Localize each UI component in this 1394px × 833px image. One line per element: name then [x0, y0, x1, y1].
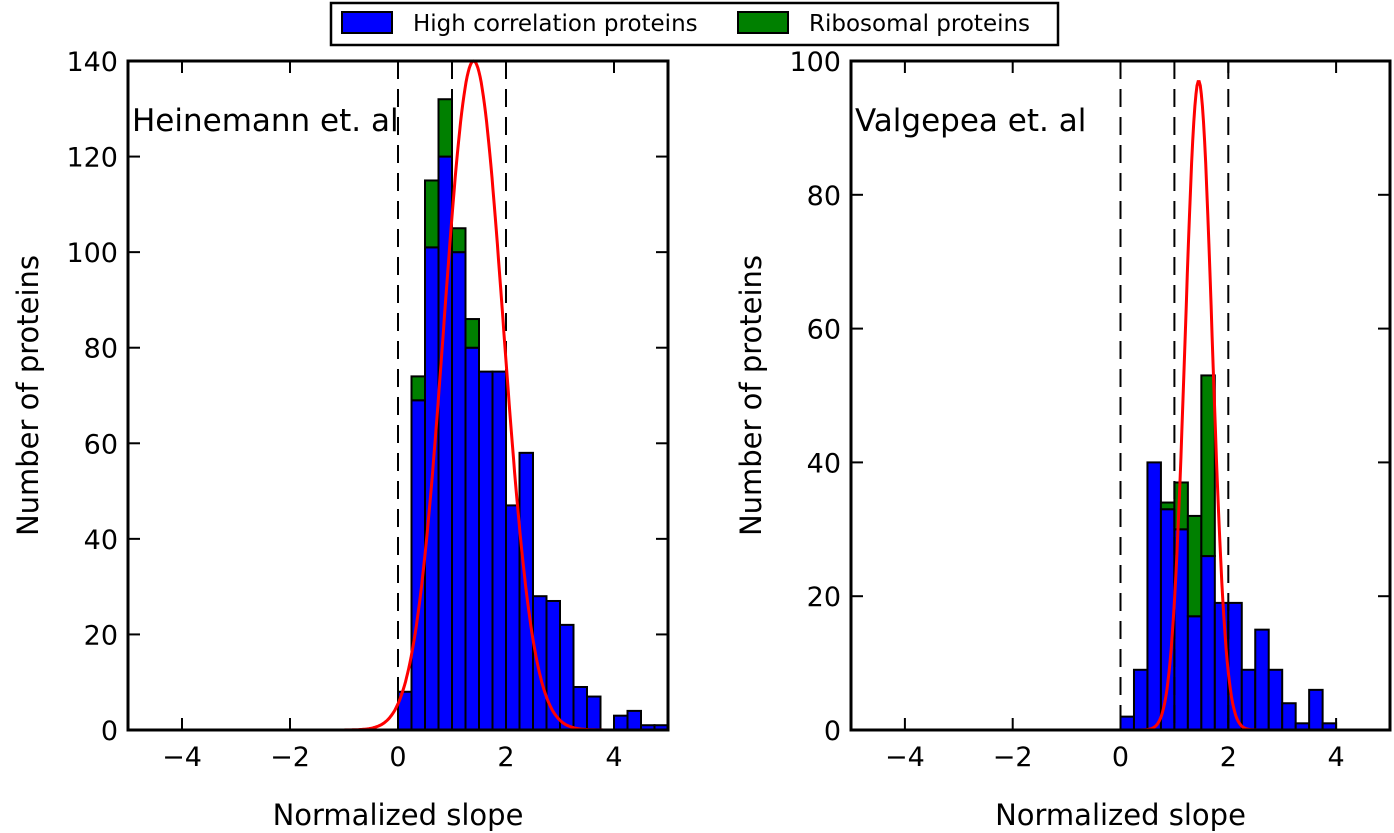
left-y-tick-label: 140 [66, 47, 118, 78]
left-x-tick-label: 4 [605, 742, 622, 773]
left-y-tick-label: 60 [84, 429, 118, 460]
left-bar-high-correlation [505, 504, 521, 731]
left-panel-annotation: Heinemann et. al [132, 103, 399, 139]
right-y-tick-label: 40 [807, 448, 841, 479]
right-bar-high-correlation [1240, 668, 1257, 731]
right-bar-ribosomal [1159, 501, 1176, 511]
left-y-tick-label: 20 [84, 620, 118, 651]
left-bar-high-correlation [491, 370, 507, 731]
left-bar-ribosomal [451, 227, 467, 254]
right-bar-high-correlation [1267, 668, 1284, 731]
left-x-tick-label: −2 [270, 742, 310, 773]
left-y-axis-title: Number of proteins [11, 255, 45, 536]
right-x-tick-label: −4 [885, 742, 925, 773]
left-bar-high-correlation [572, 685, 588, 731]
right-bar-high-correlation [1308, 688, 1324, 731]
left-y-tick-label: 0 [101, 716, 118, 747]
right-bar-high-correlation [1146, 461, 1162, 731]
left-bar-high-correlation [464, 346, 480, 731]
right-x-tick-label: 0 [1112, 742, 1129, 773]
right-x-axis-title: Normalized slope [995, 798, 1246, 832]
left-bar-ribosomal [410, 375, 426, 402]
right-y-tick-label: 100 [789, 47, 841, 78]
left-bar-high-correlation [451, 251, 467, 731]
right-bar-ribosomal [1200, 374, 1216, 558]
left-bar-high-correlation [559, 623, 575, 731]
left-x-tick-label: 2 [497, 742, 514, 773]
legend-swatch-ribosomal [737, 11, 789, 34]
left-bar-high-correlation [613, 714, 629, 732]
left-x-axis-title: Normalized slope [273, 798, 524, 832]
right-y-tick-label: 80 [807, 181, 841, 212]
right-y-tick-label: 60 [807, 315, 841, 346]
left-y-tick-label: 40 [84, 525, 118, 556]
left-x-tick-label: −4 [162, 742, 202, 773]
right-bar-high-correlation [1119, 715, 1135, 731]
legend-label-ribosomal: Ribosomal proteins [809, 11, 1030, 37]
right-y-axis-title: Number of proteins [734, 255, 768, 536]
right-bar-ribosomal [1186, 514, 1203, 618]
right-bar-high-correlation [1132, 668, 1149, 731]
legend: High correlation proteins Ribosomal prot… [329, 1, 1060, 47]
right-bar-high-correlation [1254, 628, 1270, 732]
left-bar-high-correlation [478, 370, 494, 731]
left-bar-ribosomal [437, 98, 453, 158]
left-bar-high-correlation [586, 695, 602, 731]
right-bar-high-correlation [1281, 702, 1297, 731]
right-x-tick-label: −2 [993, 742, 1033, 773]
right-y-tick-label: 0 [824, 716, 841, 747]
right-x-tick-label: 4 [1328, 742, 1345, 773]
left-bar-high-correlation [532, 595, 548, 732]
left-plot-frame [126, 59, 670, 732]
legend-swatch-high-correlation [341, 11, 393, 34]
right-y-tick-label: 20 [807, 582, 841, 613]
right-bar-high-correlation [1186, 615, 1203, 732]
right-bar-high-correlation [1200, 555, 1216, 731]
right-panel-annotation: Valgepea et. al [855, 103, 1086, 139]
left-x-tick-label: 0 [389, 742, 406, 773]
left-y-tick-label: 120 [66, 143, 118, 174]
left-bar-ribosomal [424, 179, 440, 249]
left-bar-high-correlation [626, 709, 642, 732]
left-bar-ribosomal [464, 318, 480, 349]
legend-label-high-correlation: High correlation proteins [413, 11, 698, 37]
left-y-tick-label: 80 [84, 334, 118, 365]
legend-frame [329, 1, 1060, 47]
left-y-tick-label: 100 [66, 238, 118, 269]
right-plot-frame [849, 59, 1392, 732]
right-x-tick-label: 2 [1220, 742, 1237, 773]
